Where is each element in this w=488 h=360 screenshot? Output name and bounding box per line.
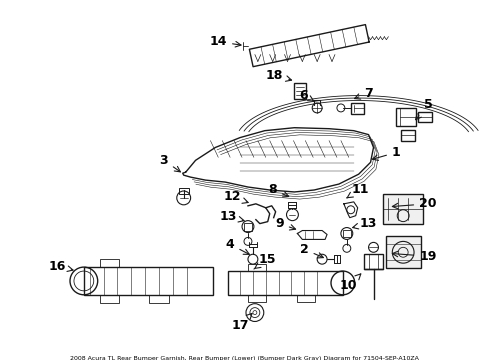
Text: 19: 19 (391, 250, 436, 263)
Bar (100, 259, 119, 267)
Text: 3: 3 (159, 154, 180, 172)
Text: 6: 6 (298, 89, 313, 102)
Text: 17: 17 (231, 314, 251, 332)
Text: 5: 5 (415, 99, 431, 120)
Bar (294, 83, 305, 99)
Bar (100, 295, 119, 303)
Text: 2: 2 (299, 243, 323, 258)
Text: 11: 11 (346, 183, 368, 198)
Bar (247, 295, 265, 302)
Text: 20: 20 (391, 197, 436, 210)
Text: 8: 8 (268, 184, 288, 197)
Bar (244, 222, 251, 230)
Bar (363, 254, 383, 269)
Text: 14: 14 (209, 35, 241, 48)
Text: 18: 18 (265, 69, 291, 82)
Text: 13: 13 (352, 217, 376, 230)
Text: 7: 7 (354, 87, 372, 100)
Text: 4: 4 (225, 238, 249, 255)
Bar (149, 295, 168, 303)
Bar (386, 237, 420, 268)
Text: 13: 13 (219, 210, 244, 223)
Text: 15: 15 (253, 253, 276, 269)
Bar (417, 112, 431, 122)
Bar (350, 103, 363, 114)
Bar (228, 271, 342, 295)
Bar (297, 295, 315, 302)
Text: 10: 10 (339, 274, 360, 292)
Text: 1: 1 (372, 146, 400, 160)
Bar (342, 230, 350, 238)
Bar (83, 267, 213, 295)
Text: 9: 9 (275, 217, 295, 230)
Bar (179, 188, 188, 194)
Text: 16: 16 (48, 260, 73, 273)
Text: 12: 12 (223, 190, 247, 203)
Bar (400, 130, 414, 140)
Bar (247, 264, 265, 271)
Bar (395, 108, 415, 126)
Text: 2008 Acura TL Rear Bumper Garnish, Rear Bumper (Lower) (Bumper Dark Gray) Diagra: 2008 Acura TL Rear Bumper Garnish, Rear … (70, 356, 418, 360)
Bar (383, 194, 422, 224)
